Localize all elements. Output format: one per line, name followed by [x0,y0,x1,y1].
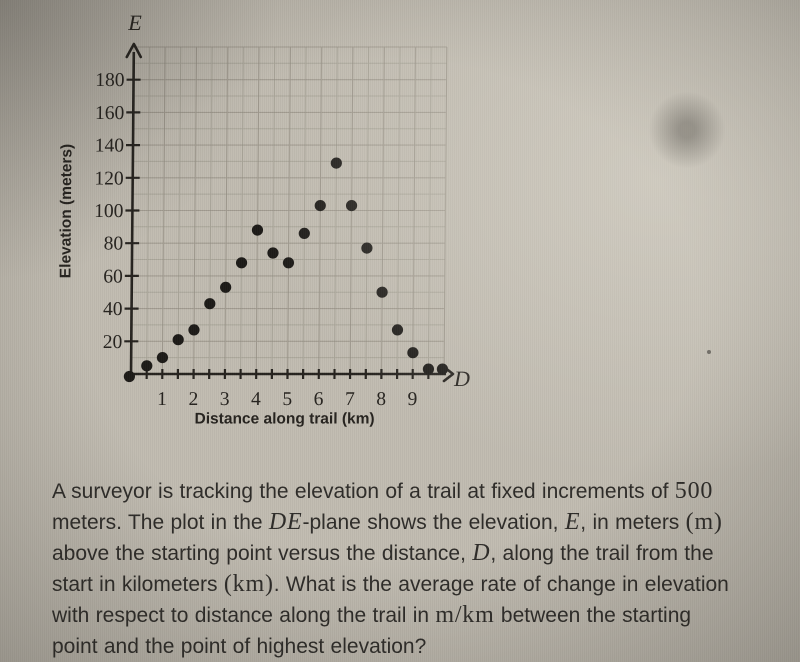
svg-text:D: D [453,366,470,391]
svg-text:5: 5 [282,389,292,410]
svg-text:140: 140 [95,136,124,157]
svg-text:9: 9 [408,389,418,410]
svg-text:40: 40 [103,299,123,320]
svg-text:1: 1 [157,389,167,410]
svg-text:3: 3 [220,389,230,410]
svg-text:2: 2 [188,389,198,410]
svg-text:120: 120 [94,168,123,189]
svg-text:20: 20 [103,332,123,353]
svg-text:Elevation (meters): Elevation (meters) [57,144,75,278]
svg-text:160: 160 [95,103,124,124]
svg-text:Distance along trail (km): Distance along trail (km) [195,411,375,428]
svg-text:E: E [127,10,142,35]
svg-text:60: 60 [103,266,123,287]
svg-text:100: 100 [94,201,123,222]
svg-text:6: 6 [314,389,324,410]
svg-text:4: 4 [251,389,261,410]
svg-text:180: 180 [95,70,124,91]
svg-text:80: 80 [104,234,124,255]
svg-text:8: 8 [376,389,386,410]
svg-text:7: 7 [345,389,355,410]
